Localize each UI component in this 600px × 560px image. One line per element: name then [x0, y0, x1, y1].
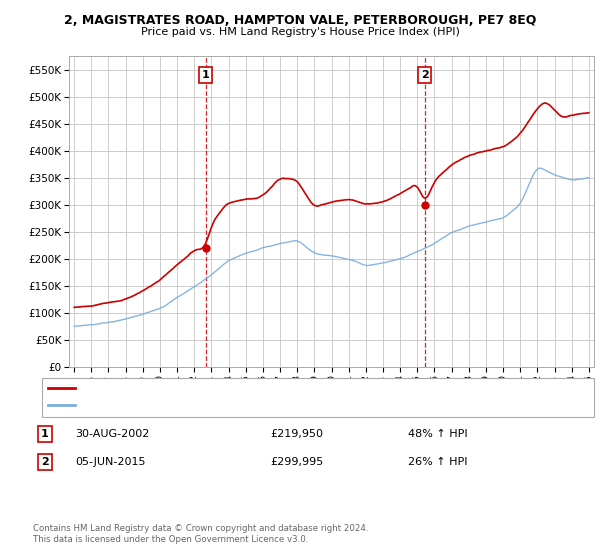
Text: 48% ↑ HPI: 48% ↑ HPI	[408, 429, 467, 439]
Text: 2: 2	[41, 457, 49, 467]
Text: 2: 2	[421, 70, 428, 80]
Text: 2, MAGISTRATES ROAD, HAMPTON VALE, PETERBOROUGH, PE7 8EQ: 2, MAGISTRATES ROAD, HAMPTON VALE, PETER…	[64, 14, 536, 27]
Text: Price paid vs. HM Land Registry's House Price Index (HPI): Price paid vs. HM Land Registry's House …	[140, 27, 460, 37]
Text: 2, MAGISTRATES ROAD, HAMPTON VALE, PETERBOROUGH, PE7 8EQ (detached house): 2, MAGISTRATES ROAD, HAMPTON VALE, PETER…	[81, 383, 501, 393]
Text: Contains HM Land Registry data © Crown copyright and database right 2024.: Contains HM Land Registry data © Crown c…	[33, 524, 368, 533]
Text: HPI: Average price, detached house, City of Peterborough: HPI: Average price, detached house, City…	[81, 400, 362, 410]
Text: 05-JUN-2015: 05-JUN-2015	[75, 457, 146, 467]
Text: 30-AUG-2002: 30-AUG-2002	[75, 429, 149, 439]
Text: £299,995: £299,995	[270, 457, 323, 467]
Text: 26% ↑ HPI: 26% ↑ HPI	[408, 457, 467, 467]
Text: 1: 1	[202, 70, 209, 80]
Text: 1: 1	[41, 429, 49, 439]
Text: £219,950: £219,950	[270, 429, 323, 439]
Text: This data is licensed under the Open Government Licence v3.0.: This data is licensed under the Open Gov…	[33, 535, 308, 544]
